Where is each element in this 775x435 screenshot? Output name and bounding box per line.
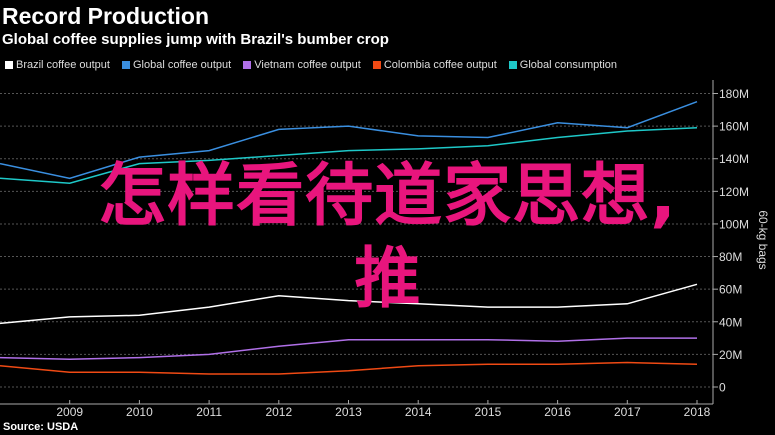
legend-item-global-consumption: Global consumption [508, 59, 618, 71]
chart-title: Record Production [2, 3, 210, 29]
x-tick-label: 2010 [126, 405, 153, 419]
x-tick-label: 2011 [196, 405, 222, 419]
legend-item-vietnam-output: Vietnam coffee output [243, 59, 361, 71]
x-tick-label: 2014 [405, 405, 432, 419]
legend-item-brazil-output: Brazil coffee output [5, 59, 110, 71]
x-tick-label: 2017 [614, 405, 641, 419]
y-tick-label: 180M [719, 87, 749, 101]
x-tick-label: 2013 [335, 405, 362, 419]
x-tick-label: 2015 [475, 405, 502, 419]
legend-swatch [5, 61, 13, 69]
y-axis-label: 60-kg bags [756, 210, 770, 269]
legend-item-global-output: Global coffee output [121, 59, 232, 71]
y-tick-label: 60M [719, 283, 742, 297]
y-tick-label: 140M [719, 152, 749, 166]
y-tick-label: 40M [719, 315, 742, 329]
x-tick-label: 2012 [265, 405, 292, 419]
x-tick-label: 2009 [56, 405, 83, 419]
legend-item-colombia-output: Colombia coffee output [372, 59, 497, 71]
y-tick-label: 100M [719, 217, 749, 231]
legend-swatch [243, 61, 252, 69]
legend-label: Global consumption [519, 59, 618, 71]
legend-swatch [508, 61, 517, 69]
legend-label: Colombia coffee output [383, 59, 497, 71]
series-line-colombia-coffee-output [0, 361, 698, 375]
source-note: Source: USDA [3, 421, 79, 433]
y-tick-label: 120M [719, 185, 749, 199]
y-tick-label: 160M [719, 120, 749, 134]
legend-swatch [372, 61, 381, 69]
series-line-global-consumption [0, 126, 698, 184]
series-line-brazil-coffee-output [0, 283, 698, 325]
x-tick-label: 2016 [544, 405, 571, 419]
legend-swatch [121, 61, 130, 69]
overlay-text-line-1: 怎样看待道家思想, [98, 157, 677, 236]
y-tick-label: 0 [719, 381, 726, 395]
legend-label: Brazil coffee output [16, 59, 110, 71]
series-line-global-coffee-output [0, 100, 698, 180]
chart-subtitle: Global coffee supplies jump with Brazil'… [2, 31, 389, 48]
legend-label: Vietnam coffee output [254, 59, 361, 71]
legend-label: Global coffee output [132, 59, 232, 71]
legend: Brazil coffee output Global coffee outpu… [5, 59, 617, 71]
y-tick-label: 20M [719, 348, 742, 362]
overlay-text-line-2: 推 [354, 240, 421, 317]
x-tick-label: 2018 [684, 405, 711, 419]
series-line-vietnam-coffee-output [0, 337, 697, 361]
y-tick-label: 80M [719, 250, 742, 264]
